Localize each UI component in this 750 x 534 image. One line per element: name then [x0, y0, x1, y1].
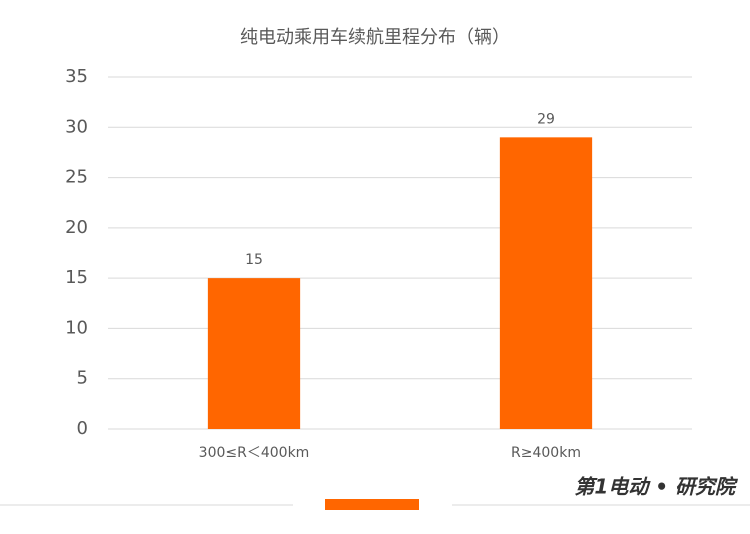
y-tick-label: 0 [77, 418, 88, 439]
bar [499, 137, 593, 430]
bar [207, 278, 301, 429]
chart-title: 纯电动乘用车续航里程分布（辆） [240, 27, 510, 48]
value-label: 15 [245, 252, 263, 268]
y-tick-label: 15 [65, 267, 88, 288]
y-tick-label: 10 [65, 317, 88, 338]
y-tick-label: 35 [65, 66, 88, 87]
brand-logo: 第1电动 • 研究院 [574, 475, 739, 499]
y-tick-label: 25 [65, 167, 88, 188]
x-tick-label: 300≤R＜400km [199, 445, 310, 461]
value-label: 29 [537, 111, 555, 127]
y-tick-label: 20 [65, 217, 88, 238]
y-tick-label: 5 [77, 368, 88, 389]
x-tick-label: R≥400km [511, 445, 581, 461]
divider-accent [325, 499, 419, 510]
y-tick-label: 30 [65, 116, 88, 137]
